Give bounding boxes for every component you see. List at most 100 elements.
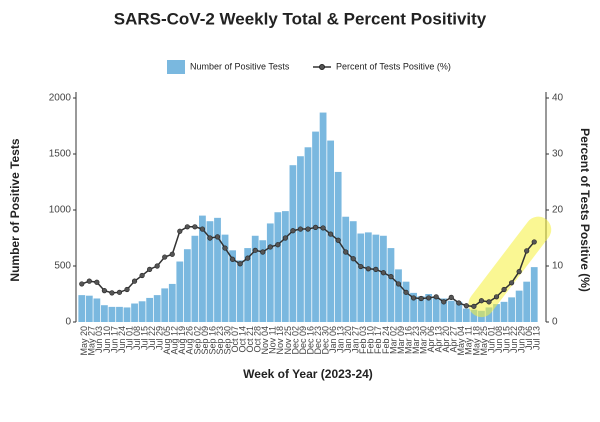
line-point: [456, 300, 462, 306]
x-tick-label: Jun 29: [517, 326, 527, 353]
bar: [236, 260, 244, 322]
line-point: [267, 244, 273, 250]
line-point: [305, 226, 311, 232]
x-tick-label: Jun 24: [117, 326, 127, 353]
line-point: [524, 248, 530, 254]
x-tick-label: Dec 23: [313, 326, 323, 355]
bar: [176, 261, 184, 322]
line-point: [214, 234, 221, 240]
bar: [334, 171, 342, 322]
highlight: [468, 216, 552, 318]
bar: [251, 235, 259, 322]
x-tick-label: Jun 01: [486, 326, 496, 353]
x-tick-label: May 25: [479, 326, 489, 356]
line-point: [343, 249, 349, 255]
line-point: [177, 228, 183, 234]
x-tick-label: Nov 04: [260, 326, 270, 355]
line-point: [388, 274, 394, 280]
bar: [161, 288, 169, 322]
bar: [244, 248, 252, 322]
line-point: [229, 256, 236, 262]
line-point: [237, 261, 243, 267]
bar: [153, 295, 161, 322]
line-point: [516, 269, 522, 275]
bar: [530, 267, 538, 322]
x-tick-label: Jul 13: [532, 326, 542, 350]
line-point: [222, 245, 228, 251]
x-tick-label: Sep 09: [200, 326, 210, 355]
line-point: [463, 303, 469, 309]
line-point: [410, 295, 417, 301]
x-tick-label: Jul 22: [147, 326, 157, 350]
bar: [515, 290, 523, 322]
line-point: [501, 286, 507, 293]
x-tick-label: May 04: [456, 326, 466, 356]
line-point: [131, 278, 138, 284]
x-tick-label: May 18: [471, 326, 481, 356]
bar: [183, 249, 191, 322]
x-tick-label: Oct 14: [238, 326, 248, 353]
x-tick-label: Sep 02: [192, 326, 202, 355]
x-tick-label: Mar 02: [388, 326, 398, 354]
bar: [123, 307, 131, 322]
x-tick-label: Jun 17: [109, 326, 119, 353]
bar: [462, 308, 470, 322]
bar: [500, 301, 508, 322]
bar: [342, 216, 350, 322]
line-point: [486, 299, 492, 305]
x-tick-label: Aug 26: [185, 326, 195, 355]
x-tick-label: Apr 27: [449, 326, 459, 353]
x-tick-label: Jun 22: [509, 326, 519, 353]
bar: [380, 235, 387, 322]
line-point: [312, 224, 319, 230]
y2-tick-label: 40: [552, 93, 564, 104]
bar: [364, 232, 372, 322]
line-point: [418, 295, 424, 302]
line-point: [328, 231, 334, 237]
x-tick-label: Apr 13: [434, 326, 444, 353]
bar: [440, 298, 448, 322]
x-tick-label: May 11: [464, 326, 474, 355]
x-tick-label: Apr 06: [426, 326, 436, 353]
line-point: [509, 280, 515, 286]
line-point: [335, 237, 341, 243]
line-point: [199, 226, 206, 232]
chart-title: SARS-CoV-2 Weekly Total & Percent Positi…: [114, 9, 487, 28]
x-tick-label: Jul 06: [524, 326, 534, 350]
bar: [229, 250, 236, 322]
line-point: [260, 249, 266, 255]
line-point: [365, 266, 371, 272]
x-tick-label: Jun 10: [102, 326, 112, 353]
x-tick-label: Jun 08: [494, 326, 504, 353]
bar: [304, 147, 312, 322]
x-tick-label: Nov 25: [283, 326, 293, 355]
x-tick-label: Mar 16: [403, 326, 413, 354]
y2-tick-label: 0: [552, 317, 558, 328]
x-tick-label: May 27: [87, 326, 97, 356]
legend-label: Percent of Tests Positive (%): [336, 61, 451, 71]
bar: [146, 297, 154, 322]
x-tick-label: Feb 10: [366, 326, 376, 354]
line-point: [493, 294, 500, 300]
bar: [327, 140, 335, 322]
bar: [447, 300, 455, 322]
line-point: [139, 272, 145, 279]
x-tick-label: Jun 03: [94, 326, 104, 353]
x-tick-label: Jan 20: [343, 326, 353, 353]
x-tick-label: Oct 21: [245, 326, 255, 353]
y-tick-label: 2000: [49, 93, 72, 104]
line-point: [252, 247, 258, 253]
x-tick-label: Nov 18: [275, 326, 285, 355]
line-point: [207, 235, 213, 241]
x-tick-label: Aug 19: [177, 326, 187, 355]
bar: [214, 217, 221, 322]
line-point: [426, 295, 432, 301]
bar: [485, 307, 493, 322]
bar: [432, 297, 440, 322]
x-tick-label: Aug 05: [162, 326, 172, 355]
line-point: [297, 226, 304, 232]
bar: [289, 165, 297, 322]
x-tick-label: Sep 30: [222, 326, 232, 355]
line-point: [109, 290, 115, 296]
